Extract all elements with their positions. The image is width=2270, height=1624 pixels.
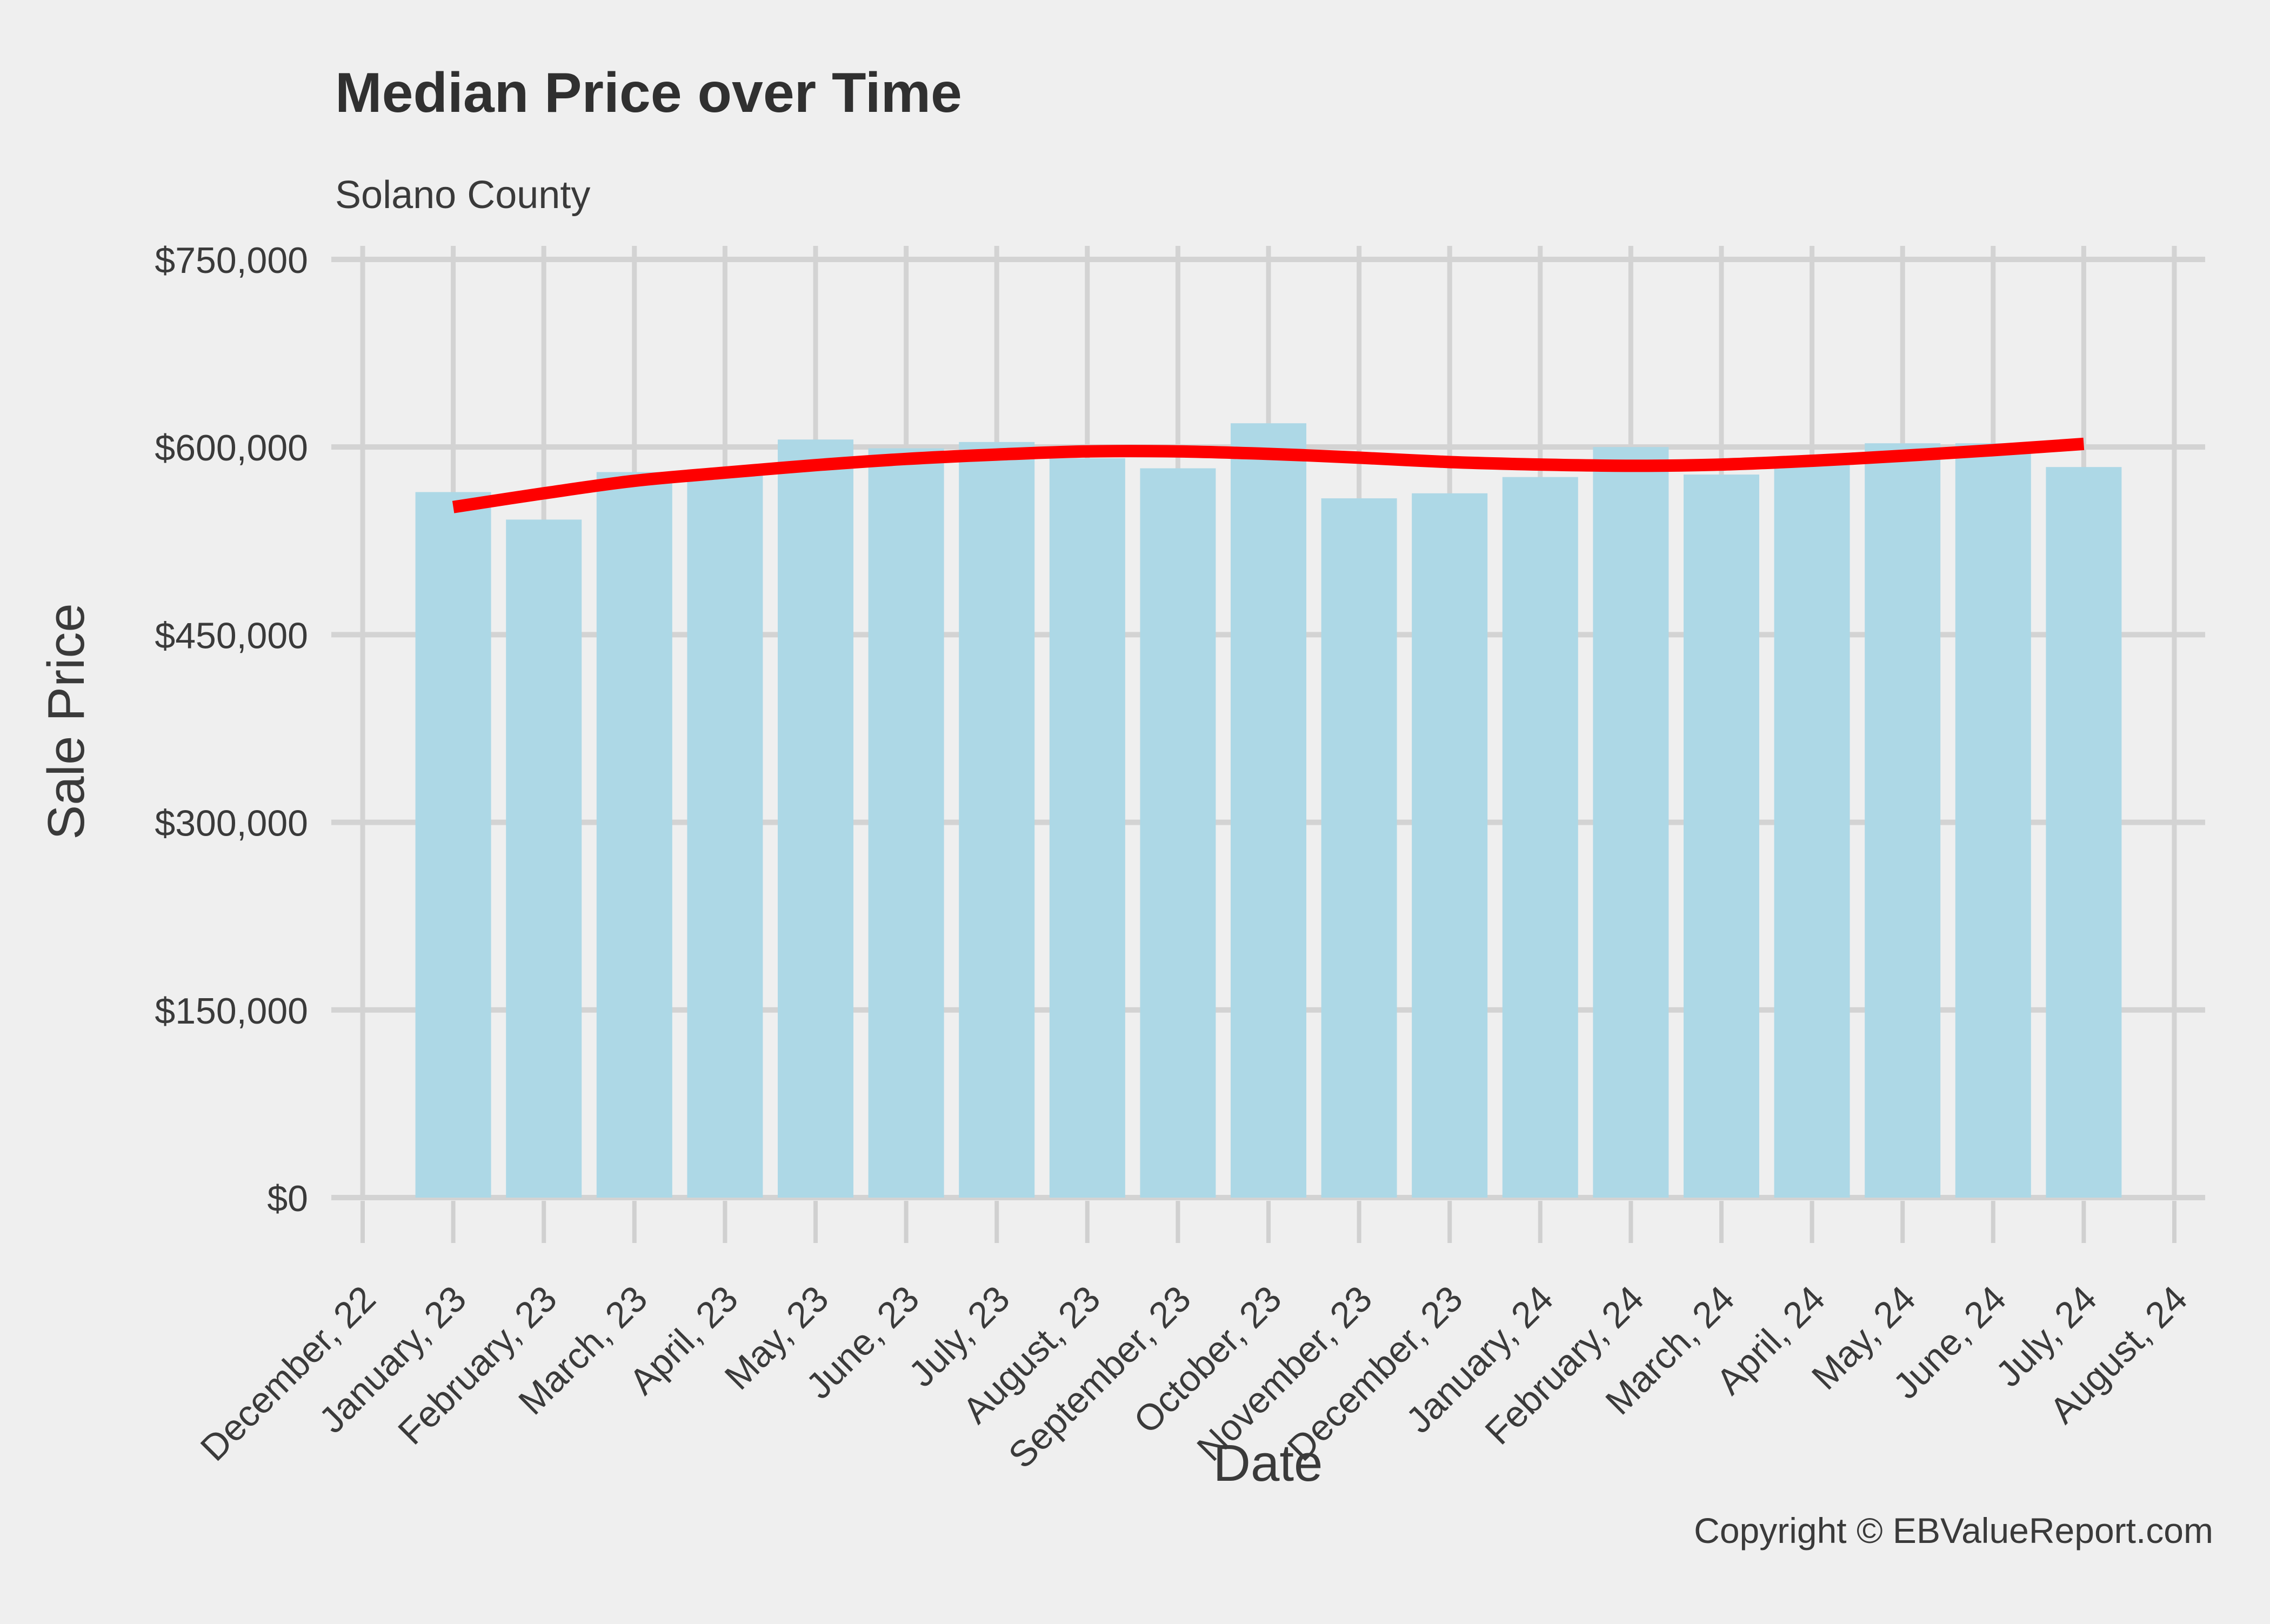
trend-line — [452, 437, 2085, 513]
bar-July, 24 — [2046, 467, 2122, 1198]
bar-series — [415, 423, 2122, 1198]
bar-November, 23 — [1321, 498, 1397, 1198]
bar-January, 23 — [415, 492, 491, 1198]
y-axis-title: Sale Price — [37, 603, 95, 840]
x-axis-ticks — [360, 1201, 2176, 1243]
bar-May, 23 — [778, 439, 853, 1198]
chart-subtitle: Solano County — [335, 173, 590, 217]
bar-August, 23 — [1049, 458, 1125, 1198]
bar-September, 23 — [1140, 468, 1216, 1198]
bar-October, 23 — [1231, 423, 1306, 1198]
chart-title: Median Price over Time — [335, 62, 962, 124]
bar-June, 23 — [868, 448, 944, 1198]
bar-February, 23 — [506, 519, 582, 1198]
bar-March, 24 — [1684, 474, 1759, 1198]
y-tick-label-$600,000: $600,000 — [155, 427, 308, 469]
y-tick-label-$300,000: $300,000 — [155, 803, 308, 844]
y-tick-label-$0: $0 — [267, 1178, 308, 1219]
y-axis-labels: $0 $150,000 $300,000 $450,000 $600,000 $750,0… — [155, 240, 308, 1219]
bar-March, 23 — [596, 472, 672, 1198]
bar-June, 24 — [1955, 443, 2031, 1198]
bar-April, 23 — [687, 472, 763, 1198]
y-tick-label-$750,000: $750,000 — [155, 240, 308, 281]
bar-January, 24 — [1502, 477, 1578, 1198]
copyright-text: Copyright © EBValueReport.com — [1694, 1511, 2213, 1551]
bar-May, 24 — [1865, 443, 1941, 1198]
y-tick-label-$150,000: $150,000 — [155, 991, 308, 1032]
bar-December, 23 — [1412, 493, 1488, 1198]
bar-February, 24 — [1593, 447, 1669, 1198]
y-tick-label-$450,000: $450,000 — [155, 615, 308, 656]
bar-April, 24 — [1774, 460, 1850, 1198]
x-axis-title: Date — [1213, 1434, 1323, 1492]
bar-July, 23 — [959, 442, 1035, 1198]
